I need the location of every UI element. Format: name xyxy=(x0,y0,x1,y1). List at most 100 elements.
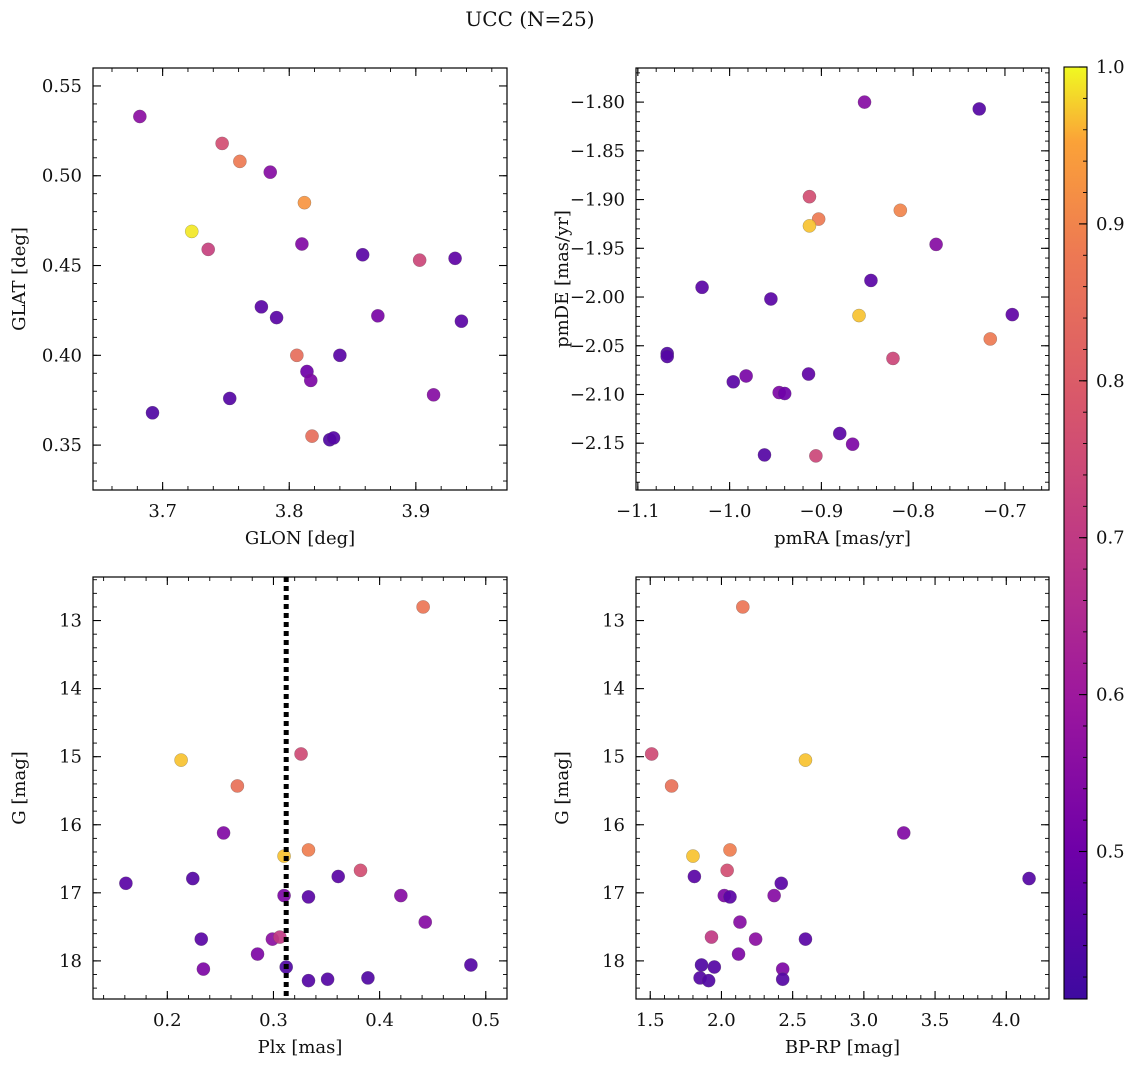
scatter-point xyxy=(263,165,278,179)
scatter-point xyxy=(216,826,231,840)
scatter-point xyxy=(896,826,911,840)
scatter-point xyxy=(230,779,245,793)
scatter-point xyxy=(426,388,441,402)
scatter-point xyxy=(707,960,722,974)
scatter-point xyxy=(694,958,709,972)
scatter-point xyxy=(185,871,200,886)
scatter-point xyxy=(736,600,750,614)
scatter-point xyxy=(361,971,375,985)
scatter-point xyxy=(832,426,847,441)
y-tick-label: 0.40 xyxy=(42,345,82,366)
scatter-point xyxy=(695,280,709,295)
scatter-point xyxy=(748,932,763,946)
x-tick-label: −0.9 xyxy=(800,501,844,522)
y-tick-label: −1.90 xyxy=(570,190,625,211)
x-tick-label: 3.5 xyxy=(921,1010,950,1031)
plot-frame xyxy=(635,67,1050,491)
scatter-point xyxy=(764,292,778,306)
scatter-point xyxy=(295,237,309,251)
scatter-point xyxy=(845,437,860,451)
scatter-point xyxy=(983,332,998,346)
scatter-point xyxy=(886,351,900,366)
y-tick-label: −2.10 xyxy=(570,384,625,405)
scatter-point xyxy=(303,373,318,388)
scatter-point xyxy=(297,195,312,210)
x-tick-label: 2.5 xyxy=(778,1010,807,1031)
y-tick-label: 16 xyxy=(602,815,625,836)
scatter-point xyxy=(301,973,316,988)
plot-frame xyxy=(635,576,1050,1000)
y-tick-label: 17 xyxy=(602,883,625,904)
scatter-panel-4: 1.5 2.0 2.5 3.0 3.5 4.0 13 14 15 16 17 18 BP-RP [mag… xyxy=(552,576,1050,1058)
scatter-point xyxy=(331,869,346,884)
x-tick-label: 3.7 xyxy=(148,501,177,522)
scatter-point xyxy=(972,102,987,116)
colorbar-tick-label: 0.5 xyxy=(1096,842,1125,863)
scatter-point xyxy=(196,962,211,976)
colorbar-tick-label: 0.7 xyxy=(1096,528,1125,549)
y-tick-label: −1.80 xyxy=(570,92,625,113)
scatter-point xyxy=(355,247,370,262)
colorbar: 0.5 0.6 0.7 0.8 0.9 1.0 xyxy=(1063,57,1125,1000)
scatter-point xyxy=(811,212,826,226)
y-axis-label: G [mag] xyxy=(552,751,573,824)
scatter-point xyxy=(269,310,284,325)
x-axis-label: pmRA [mas/yr] xyxy=(774,528,911,549)
scatter-point xyxy=(733,915,747,929)
x-axis-label: BP-RP [mag] xyxy=(785,1037,900,1058)
y-tick-label: 0.45 xyxy=(42,256,82,277)
scatter-point xyxy=(412,253,427,267)
scatter-point xyxy=(133,109,147,124)
figure-title: UCC (N=25) xyxy=(465,7,594,31)
y-tick-label: 14 xyxy=(602,679,625,700)
y-tick-label: 13 xyxy=(59,611,82,632)
scatter-point xyxy=(394,888,408,903)
y-tick-label: 0.35 xyxy=(42,435,82,456)
scatter-point xyxy=(184,224,199,239)
scatter-point xyxy=(774,876,789,891)
x-axis-label: GLON [deg] xyxy=(245,528,355,549)
x-tick-label: 0.5 xyxy=(471,1010,500,1031)
plot-frame xyxy=(92,576,508,1000)
x-tick-label: 0.2 xyxy=(153,1010,182,1031)
y-tick-label: 13 xyxy=(602,611,625,632)
x-tick-label: 3.8 xyxy=(275,501,304,522)
scatter-panel-2: −1.1 −1.0 −0.9 −0.8 −0.7 −2.15 −2.10 −2.05 −2.00… xyxy=(552,67,1050,549)
scatter-point xyxy=(174,753,188,767)
scatter-point xyxy=(145,405,160,420)
y-tick-label: 18 xyxy=(59,951,82,972)
scatter-point xyxy=(305,429,319,443)
scatter-point xyxy=(333,348,347,363)
x-tick-label: 3.9 xyxy=(402,501,431,522)
y-tick-label: −1.85 xyxy=(570,141,625,162)
scatter-point xyxy=(222,391,237,406)
x-tick-label: 1.5 xyxy=(636,1010,665,1031)
scatter-point xyxy=(929,237,943,252)
y-tick-label: −2.15 xyxy=(570,433,625,454)
scatter-point xyxy=(464,958,478,972)
scatter-point xyxy=(215,136,229,151)
colorbar-tick-label: 0.9 xyxy=(1096,214,1125,235)
scatter-point xyxy=(802,189,817,204)
scatter-point xyxy=(775,972,790,987)
y-tick-label: 16 xyxy=(59,815,82,836)
x-tick-label: −1.0 xyxy=(708,501,752,522)
colorbar-tick-label: 0.8 xyxy=(1096,371,1125,392)
scatter-point xyxy=(301,890,316,904)
scatter-point xyxy=(731,947,746,961)
scatter-point xyxy=(194,932,209,946)
x-tick-label: 0.3 xyxy=(259,1010,288,1031)
x-tick-label: 4.0 xyxy=(992,1010,1021,1031)
scatter-point xyxy=(119,876,133,891)
y-axis-label: G [mag] xyxy=(9,751,30,824)
scatter-point xyxy=(664,779,679,793)
scatter-point xyxy=(686,849,700,863)
scatter-point xyxy=(1022,871,1036,886)
scatter-point xyxy=(294,747,308,761)
scatter-point xyxy=(739,369,753,383)
scatter-point xyxy=(644,747,659,761)
y-tick-label: −2.05 xyxy=(570,336,625,357)
x-tick-label: −1.1 xyxy=(616,501,660,522)
scatter-point xyxy=(809,449,823,463)
scatter-point xyxy=(687,869,702,884)
